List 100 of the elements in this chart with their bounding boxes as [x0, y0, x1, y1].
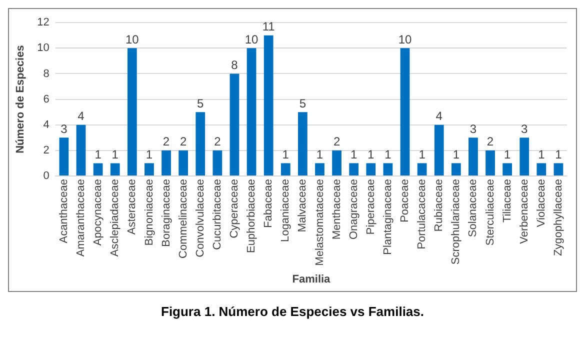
- bar: [280, 163, 290, 176]
- bar: [93, 163, 103, 176]
- bar: [451, 163, 461, 176]
- data-label: 1: [384, 148, 392, 162]
- y-tick-label: 2: [43, 144, 50, 156]
- data-label: 2: [333, 134, 340, 149]
- data-label: 11: [262, 20, 276, 34]
- data-label: 2: [486, 134, 494, 149]
- y-tick-label: 4: [43, 118, 50, 131]
- bar: [468, 138, 478, 176]
- data-label: 4: [436, 109, 443, 124]
- x-tick-label: Rubiaceae: [433, 178, 446, 232]
- x-tick-label: Menthaceae: [330, 178, 343, 240]
- data-label: 3: [60, 122, 68, 136]
- bar: [264, 35, 274, 176]
- x-tick-label: Asteraceae: [126, 178, 138, 235]
- data-label: 1: [146, 148, 153, 162]
- x-tick-label: Cyperaceae: [228, 178, 241, 238]
- x-tick-label: Portulacaceae: [416, 178, 428, 250]
- x-tick-label: Convolvulaceae: [194, 178, 206, 258]
- bar: [520, 138, 530, 176]
- data-label: 1: [504, 148, 511, 162]
- x-tick-label: Malvaceae: [296, 178, 309, 232]
- y-tick-label: 8: [43, 68, 50, 80]
- bar: [315, 163, 324, 176]
- bar: [502, 163, 512, 176]
- x-tick-label: Loganiaceae: [280, 178, 292, 242]
- bar: [144, 163, 154, 176]
- y-axis-title: Número de Especies: [14, 45, 27, 154]
- x-tick-label: Piperaceae: [364, 178, 377, 235]
- x-tick-label: Verbenaceae: [518, 178, 530, 244]
- x-tick-label: Amaranthaceae: [75, 178, 88, 257]
- data-label: 2: [214, 134, 222, 149]
- bar: [400, 48, 410, 176]
- data-label: 1: [94, 148, 102, 162]
- bar: [366, 163, 376, 176]
- data-label: 3: [521, 122, 528, 136]
- data-label: 2: [162, 134, 170, 149]
- data-label: 5: [197, 96, 204, 110]
- bar: [76, 124, 86, 176]
- data-label: 3: [470, 122, 477, 136]
- bar: [349, 163, 359, 176]
- x-tick-label: Tiliaceae: [501, 178, 514, 223]
- data-label: 4: [78, 109, 85, 124]
- bar: [434, 124, 444, 176]
- data-label: 1: [368, 148, 375, 162]
- bar: [127, 48, 137, 176]
- data-label: 1: [418, 148, 426, 162]
- bar: [230, 74, 240, 176]
- data-label: 10: [244, 32, 259, 46]
- y-tick-label: 12: [37, 16, 50, 29]
- x-tick-label: Bignoniaceae: [143, 178, 156, 246]
- bar: [162, 150, 171, 176]
- y-tick-label: 10: [37, 42, 50, 54]
- text: Figura 1. Número de Especies vs Familias.: [160, 304, 425, 319]
- bar: [196, 112, 206, 176]
- bar: [212, 150, 222, 176]
- y-tick-label: 6: [43, 93, 50, 106]
- x-tick-label: Poaceae: [399, 178, 412, 222]
- bar: [298, 112, 308, 176]
- data-label: 2: [180, 134, 187, 149]
- data-label: 1: [350, 148, 358, 162]
- x-tick-label: Boraginaceae: [160, 178, 172, 247]
- bar: [383, 163, 393, 176]
- data-label: 1: [282, 148, 290, 162]
- bar: [554, 163, 564, 176]
- bar: [178, 150, 188, 176]
- x-axis-title: Familia: [292, 273, 332, 286]
- bar: [59, 138, 69, 176]
- y-tick-label: 0: [43, 170, 50, 182]
- x-tick-label: Scrophulariaceae: [450, 178, 462, 265]
- data-label: 1: [555, 148, 562, 162]
- bar: [536, 163, 546, 176]
- data-label: 1: [538, 148, 546, 162]
- x-tick-label: Plantaginaceae: [382, 178, 394, 255]
- data-label: 10: [125, 32, 140, 46]
- bar: [110, 163, 120, 176]
- x-tick-label: Violaceae: [535, 178, 548, 228]
- x-tick-label: Asclepiadaceae: [109, 178, 122, 257]
- data-label: 1: [112, 148, 119, 162]
- x-tick-label: Fabaceae: [262, 178, 275, 228]
- x-tick-label: Cucurbitaceae: [211, 178, 224, 250]
- data-label: 5: [299, 96, 306, 110]
- x-tick-label: Sterculiaceae: [484, 178, 496, 246]
- x-tick-label: Acanthaceae: [58, 178, 70, 244]
- x-tick-label: Solanaceae: [467, 178, 480, 238]
- x-tick-label: Apocynaceae: [92, 178, 104, 246]
- x-tick-label: Zygophyllaceae: [552, 178, 565, 256]
- data-label: 1: [452, 148, 460, 162]
- bar: [332, 150, 342, 176]
- bar: [246, 48, 256, 176]
- x-tick-label: Onagraceae: [348, 178, 360, 240]
- x-tick-label: Commelinaceae: [177, 178, 190, 258]
- data-label: 10: [398, 32, 412, 46]
- bar: [486, 150, 495, 176]
- x-tick-label: Euphorbiaceae: [246, 178, 258, 253]
- data-label: 8: [231, 58, 238, 72]
- bar: [417, 163, 427, 176]
- x-tick-label: Melastomataceae: [314, 178, 326, 266]
- data-label: 1: [316, 148, 324, 162]
